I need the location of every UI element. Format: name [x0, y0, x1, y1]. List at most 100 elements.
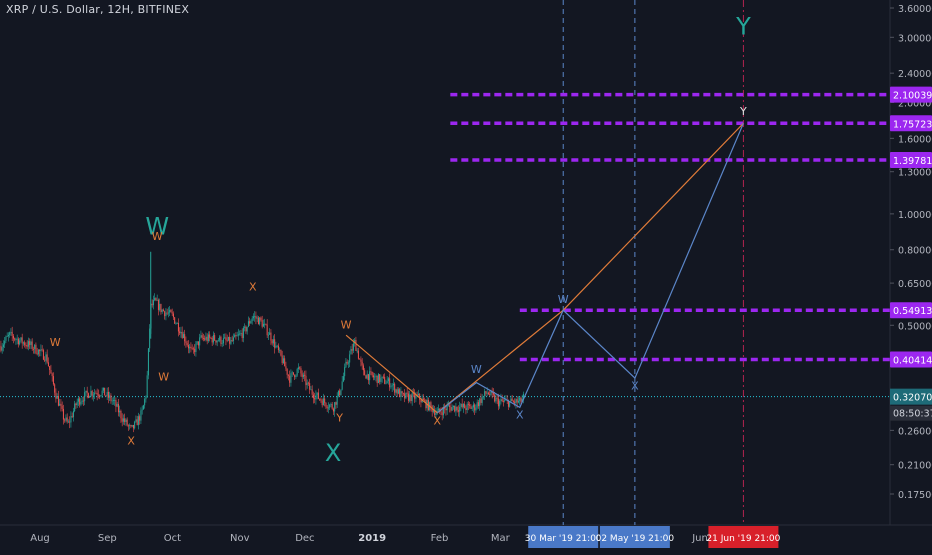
candle-body — [25, 345, 27, 346]
candle-body — [195, 343, 197, 353]
candle-body — [307, 382, 309, 384]
candle-body — [335, 402, 337, 405]
candle-body — [181, 331, 183, 339]
candle-body — [121, 418, 123, 422]
candle-body — [152, 300, 154, 306]
candle-body — [174, 317, 176, 324]
candle-body — [246, 326, 248, 332]
candle-body — [212, 335, 214, 343]
wave-label-w: W — [471, 363, 482, 376]
candle-body — [370, 371, 372, 373]
candle-body — [477, 402, 479, 407]
candle-body — [92, 394, 94, 396]
candle-body — [36, 353, 38, 355]
candle-body — [12, 335, 14, 339]
candle-body — [400, 391, 402, 397]
candle-body — [462, 403, 464, 408]
candle-body — [82, 400, 84, 402]
candle-body — [317, 392, 319, 399]
blue-wave-path[interactable] — [436, 123, 744, 414]
candle-body — [411, 392, 413, 402]
candle-body — [136, 419, 138, 426]
candle-body — [349, 354, 351, 363]
wave-label-x: X — [249, 281, 257, 294]
candle-body — [145, 396, 147, 400]
x-tick-label: Aug — [30, 533, 50, 544]
candle-body — [441, 412, 443, 416]
candle-body — [35, 344, 37, 354]
wave-label-y: Y — [335, 411, 343, 424]
candle-body — [197, 341, 199, 346]
candle-body — [176, 322, 178, 324]
candle-body — [329, 404, 331, 408]
candle-body — [44, 359, 46, 361]
candle-body — [167, 312, 169, 314]
candle-body — [61, 405, 63, 409]
candle-body — [470, 405, 472, 409]
candle-body — [499, 401, 501, 407]
candle-body — [291, 372, 293, 374]
orange-wave-path[interactable] — [345, 122, 744, 414]
wave-label-x: X — [516, 408, 524, 421]
candle-body — [94, 392, 96, 395]
candle-body — [211, 337, 213, 343]
candle-body — [357, 350, 359, 359]
candle-body — [280, 349, 282, 356]
candle-body — [444, 407, 446, 409]
candle-body — [316, 392, 318, 396]
price-level-badge — [890, 86, 932, 103]
candle-body — [20, 337, 22, 341]
candle-body — [155, 298, 157, 301]
candle-body — [300, 368, 302, 374]
candle-body — [285, 366, 287, 369]
candle-body — [244, 326, 246, 328]
candle-body — [126, 419, 128, 426]
candle-body — [276, 345, 278, 347]
y-tick-label: 1.30000 — [898, 168, 932, 179]
candle-body — [100, 395, 102, 397]
candle-body — [410, 394, 412, 402]
candle-body — [187, 345, 189, 349]
y-tick-label: 3.60000 — [898, 4, 932, 15]
x-tick-label: 2019 — [358, 533, 386, 544]
candle-body — [356, 350, 358, 352]
candle-body — [282, 358, 284, 364]
candle-body — [214, 335, 216, 341]
candle-body — [52, 376, 54, 385]
candle-body — [96, 393, 98, 395]
candle-body — [489, 394, 491, 396]
candle-body — [430, 402, 432, 407]
candle-body — [41, 349, 43, 351]
candle-body — [221, 343, 223, 345]
current-price-badge — [890, 388, 932, 405]
candle-body — [495, 397, 497, 402]
candle-body — [11, 331, 13, 336]
candle-body — [472, 404, 474, 408]
candle-body — [37, 349, 39, 355]
candle-body — [365, 375, 367, 379]
candle-body — [459, 406, 461, 412]
candle-body — [191, 348, 193, 349]
candle-body — [287, 374, 289, 376]
date-badge — [708, 526, 779, 548]
candle-body — [425, 400, 427, 409]
candle-body — [47, 362, 49, 367]
candle-body — [227, 336, 229, 341]
candle-body — [522, 393, 524, 399]
candle-body — [275, 345, 277, 348]
candle-body — [467, 403, 469, 405]
candle-body — [132, 424, 134, 429]
candle-body — [432, 410, 434, 412]
candle-body — [384, 376, 386, 384]
candle-body — [2, 344, 4, 348]
candle-body — [272, 339, 274, 344]
candle-body — [186, 343, 188, 346]
candle-body — [352, 343, 354, 351]
date-badge-label: 21 Jun '19 21:00 — [706, 534, 780, 544]
candle-body — [424, 399, 426, 401]
candle-body — [97, 394, 99, 396]
